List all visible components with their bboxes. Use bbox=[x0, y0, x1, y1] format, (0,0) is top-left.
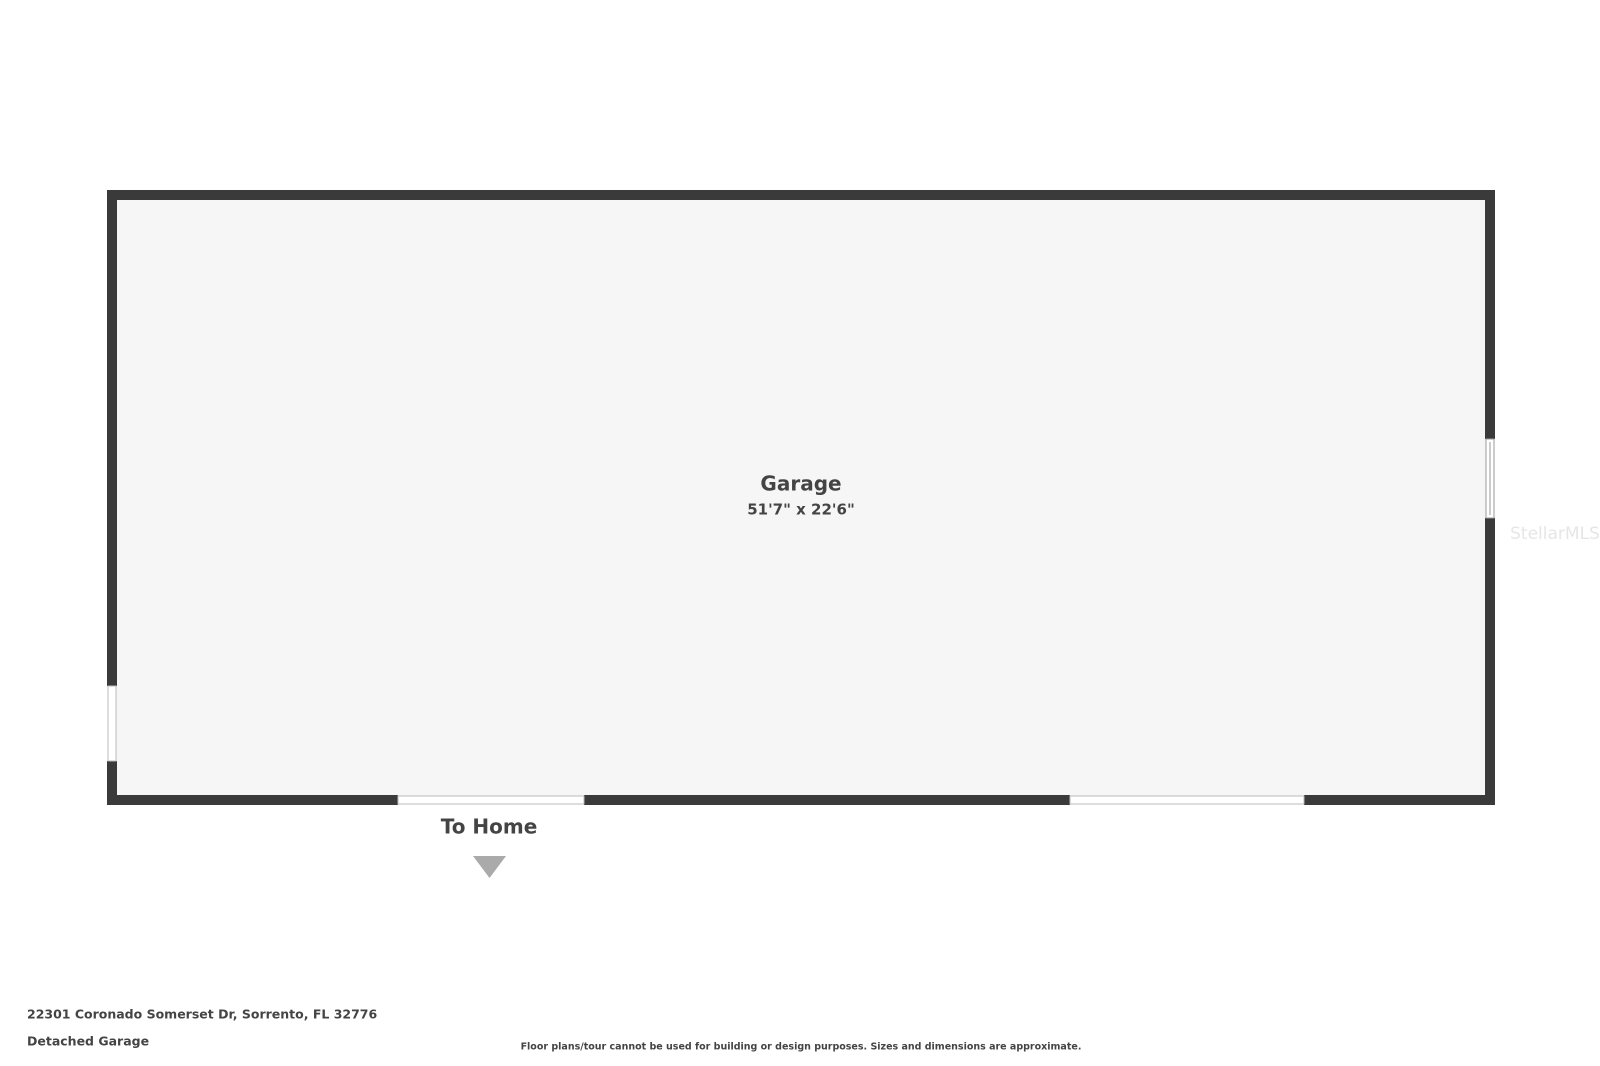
watermark: StellarMLS bbox=[1510, 524, 1600, 544]
footer-disclaimer: Floor plans/tour cannot be used for buil… bbox=[521, 1042, 1082, 1053]
room-name: Garage bbox=[760, 472, 841, 496]
footer-subtitle: Detached Garage bbox=[27, 1034, 149, 1049]
room-floor bbox=[112, 195, 1490, 800]
wall-right bbox=[1485, 518, 1495, 805]
exit-label: To Home bbox=[441, 815, 538, 839]
door-opening bbox=[107, 685, 117, 762]
footer-address: 22301 Coronado Somerset Dr, Sorrento, FL… bbox=[27, 1007, 377, 1022]
wall-right bbox=[1485, 190, 1495, 439]
wall-bottom bbox=[107, 795, 398, 805]
wall-bottom bbox=[584, 795, 1070, 805]
wall-top bbox=[107, 190, 1495, 200]
wall-left bbox=[107, 761, 117, 805]
garage-door-opening bbox=[1069, 795, 1305, 805]
room-dimensions: 51'7" x 22'6" bbox=[747, 501, 855, 519]
wall-bottom bbox=[1304, 795, 1495, 805]
door-opening bbox=[397, 795, 585, 805]
wall-left bbox=[107, 190, 117, 686]
exit-arrow bbox=[473, 856, 506, 878]
walls bbox=[107, 190, 1495, 805]
